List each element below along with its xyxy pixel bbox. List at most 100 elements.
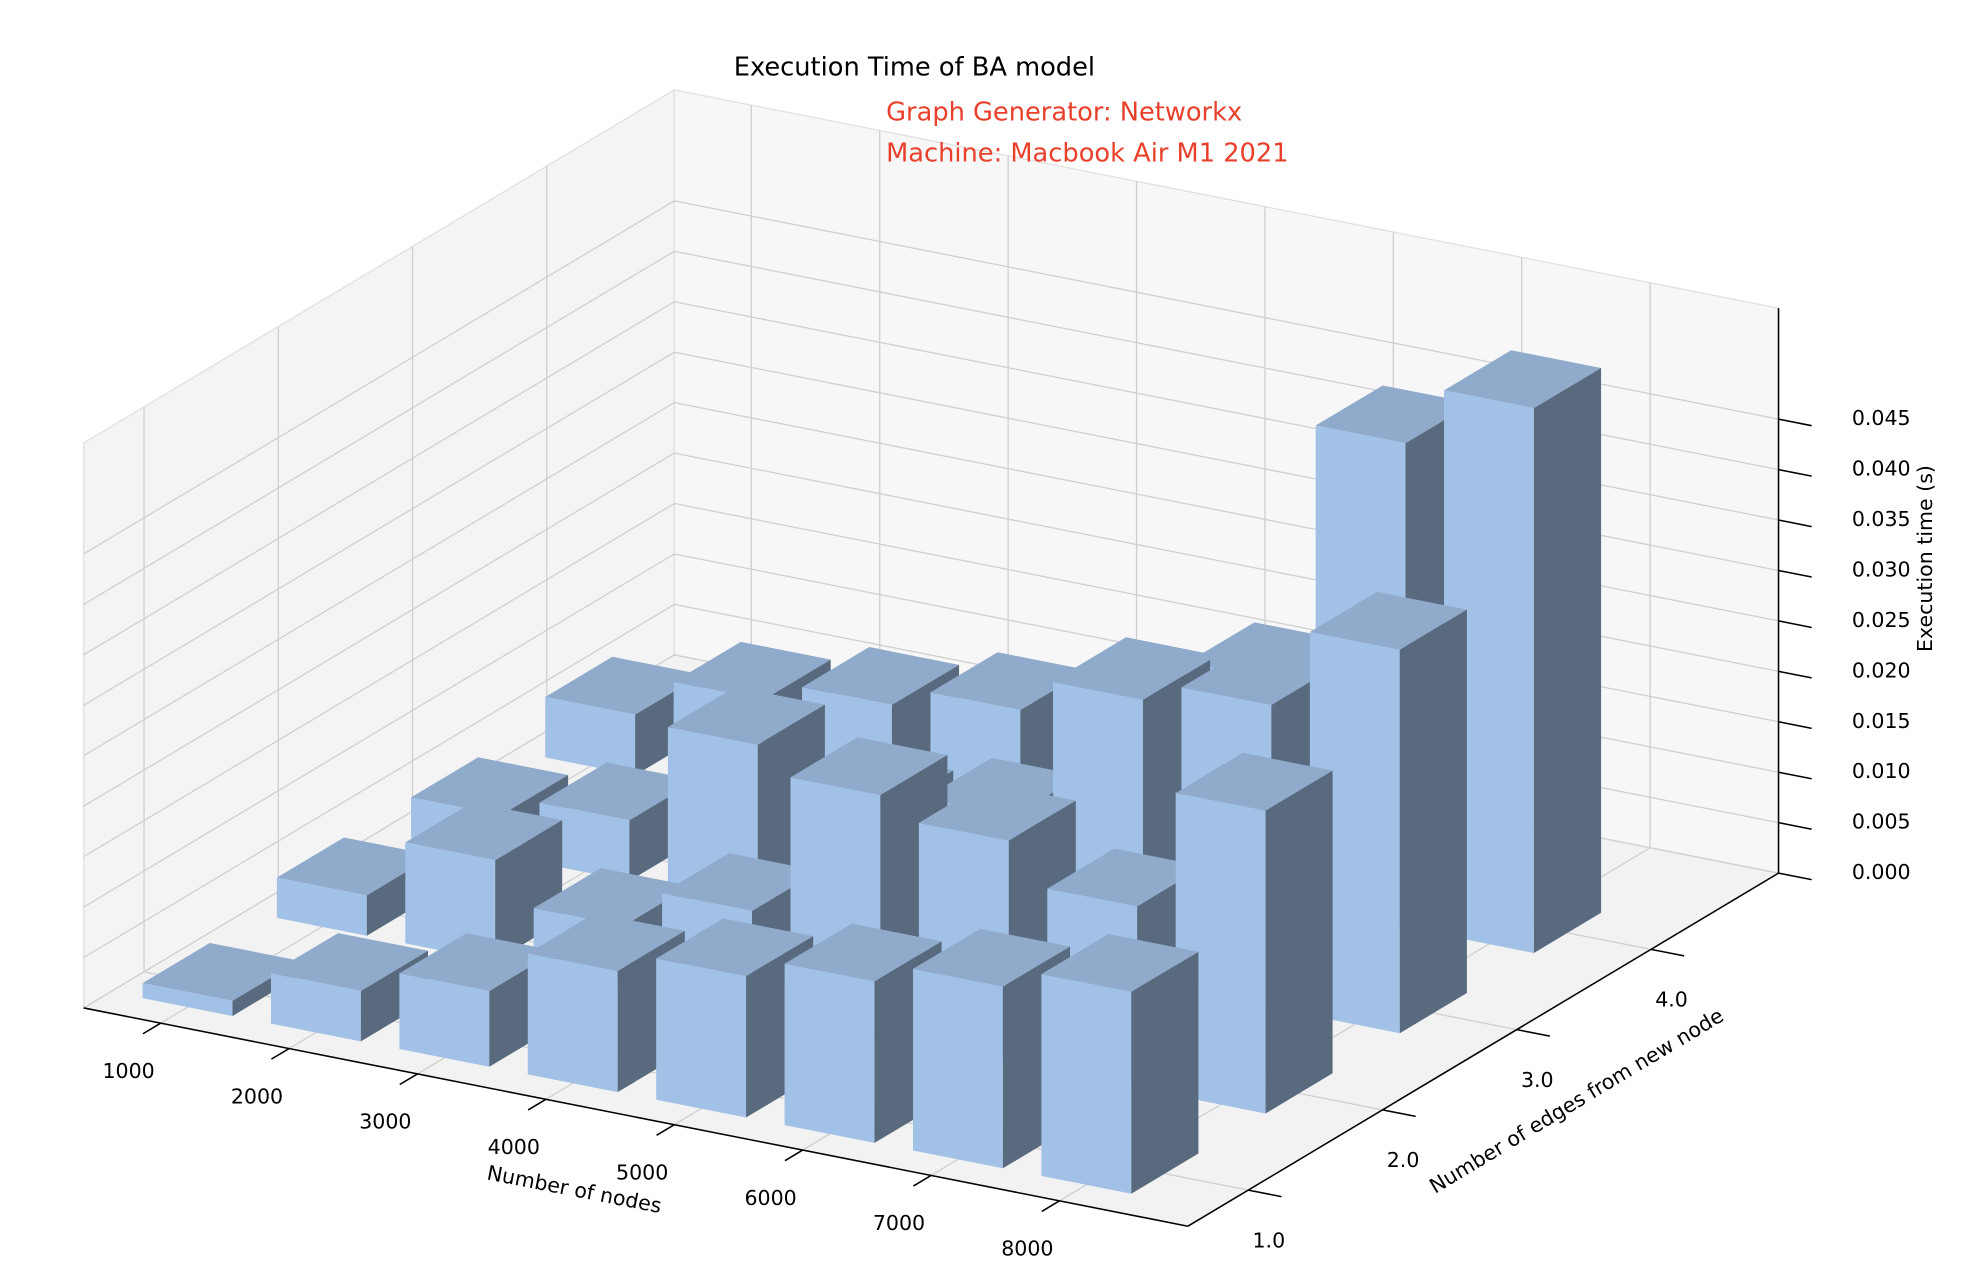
bar-top (1053, 642, 1211, 700)
bar-front (912, 968, 1003, 1169)
grid-line (83, 502, 675, 858)
x-tick (656, 1124, 675, 1136)
grid-line (83, 301, 675, 656)
bar-top (545, 656, 703, 715)
z-axis-label: Execution time (s) (1913, 465, 1937, 652)
z-tick (1778, 872, 1812, 881)
bar-front (545, 696, 636, 776)
bar-front (405, 842, 496, 962)
z-tick-label: 0.040 (1852, 457, 1911, 481)
x-tick-label: 6000 (744, 1186, 796, 1210)
x-tick-label: 8000 (1001, 1237, 1053, 1261)
bar-top (1309, 591, 1467, 650)
x-tick (1041, 1200, 1060, 1213)
bar (405, 802, 563, 962)
bar-front (142, 983, 233, 1017)
y-tick-label: 4.0 (1655, 988, 1688, 1012)
grid-line (83, 553, 675, 908)
z-tick-label: 0.005 (1852, 810, 1911, 834)
grid-line (83, 351, 675, 706)
grid-line (83, 250, 675, 605)
x-tick-label: 3000 (359, 1110, 411, 1134)
y-tick (1248, 1189, 1282, 1198)
y-tick (1382, 1109, 1416, 1118)
bar-top (1041, 933, 1199, 992)
x-tick-label: 1000 (102, 1059, 154, 1083)
bar-top (1444, 350, 1602, 409)
x-tick (527, 1098, 547, 1111)
bar-top (1181, 647, 1339, 706)
bar (1175, 752, 1333, 1114)
bar-top (1315, 385, 1473, 444)
z-tick (1778, 519, 1812, 528)
bar-top (276, 837, 434, 896)
y-tick (1650, 948, 1685, 957)
z-tick-label: 0.045 (1852, 406, 1911, 430)
bar-front (527, 953, 618, 1093)
bar-top (533, 868, 691, 927)
x-axis (83, 1007, 1189, 1227)
bar-front (276, 877, 367, 936)
z-tick (1778, 620, 1812, 629)
y-tick (1516, 1028, 1551, 1037)
bar-top (399, 933, 557, 992)
bar (1309, 591, 1467, 1034)
bar-side (1533, 367, 1602, 953)
z-tick-label: 0.035 (1852, 507, 1911, 531)
bar-front (784, 963, 875, 1143)
bar-front (399, 973, 490, 1067)
bar-top (918, 782, 1076, 841)
z-tick-label: 0.000 (1852, 860, 1911, 884)
annotation: Graph Generator: Networkx (886, 97, 1242, 127)
grid-line (83, 603, 675, 959)
z-tick (1778, 468, 1812, 477)
x-tick (142, 1022, 162, 1035)
bar (1444, 350, 1602, 953)
x-tick-label: 2000 (231, 1084, 283, 1108)
bar-top (802, 647, 960, 705)
bar-top (405, 802, 563, 861)
z-tick-label: 0.010 (1852, 759, 1911, 783)
bar-top (1175, 752, 1333, 811)
bar-front (656, 958, 747, 1118)
grid-line (83, 200, 675, 555)
y-tick-label: 3.0 (1521, 1068, 1554, 1092)
x-tick (784, 1149, 804, 1162)
bar-top (784, 923, 942, 982)
z-tick (1778, 821, 1812, 830)
y-tick-label: 2.0 (1387, 1148, 1420, 1172)
bar-front (270, 973, 361, 1042)
x-tick-label: 4000 (488, 1135, 540, 1159)
x-tick-label: 5000 (616, 1160, 668, 1184)
bar-top (912, 928, 1071, 987)
x-tick (270, 1047, 290, 1060)
z-tick-label: 0.015 (1852, 709, 1911, 733)
bar-top (527, 913, 685, 972)
bar-top (411, 757, 569, 816)
bar-top (539, 762, 697, 821)
bar (1041, 933, 1199, 1194)
bar-top (667, 686, 825, 745)
bar-top (790, 737, 948, 796)
bar-top (142, 942, 300, 1001)
grid-line (83, 452, 675, 807)
bar-top (930, 652, 1088, 711)
z-tick-label: 0.025 (1852, 608, 1911, 632)
x-tick-label: 7000 (873, 1211, 925, 1235)
y-tick-label: 1.0 (1253, 1228, 1286, 1252)
bar-front (1041, 974, 1132, 1194)
z-tick (1778, 670, 1812, 679)
bar-side (1131, 951, 1199, 1194)
bar-top (673, 641, 831, 700)
grid-line (83, 402, 675, 757)
bar-side (1265, 770, 1333, 1114)
z-tick (1778, 569, 1812, 578)
bar-top (662, 853, 819, 911)
chart-title: Execution Time of BA model (734, 53, 1095, 83)
bar-top (656, 918, 814, 977)
x-tick (912, 1174, 932, 1187)
z-tick (1778, 771, 1812, 780)
x-tick (399, 1073, 418, 1086)
